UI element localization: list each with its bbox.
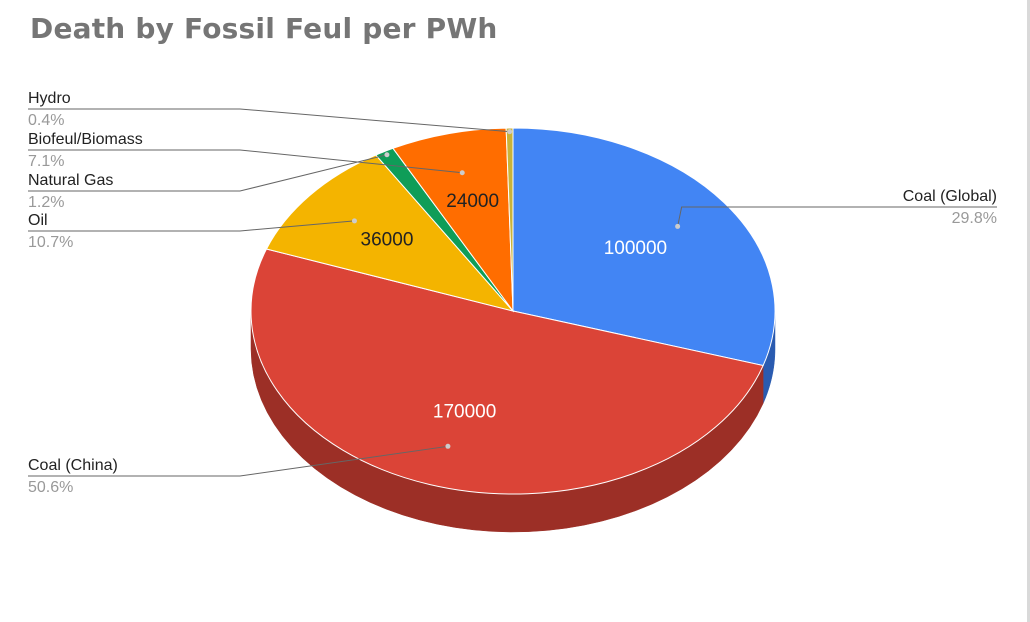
leader-line <box>28 149 463 174</box>
callout-category-label: Coal (China) <box>28 457 118 474</box>
leader-line <box>28 154 388 192</box>
slice-value-label: 100000 <box>604 238 667 259</box>
callout-percent-label: 29.8% <box>952 210 997 227</box>
callout-percent-label: 1.2% <box>28 194 64 211</box>
leader-line <box>28 220 355 232</box>
callout-percent-label: 0.4% <box>28 112 64 129</box>
callout-percent-label: 10.7% <box>28 234 73 251</box>
slice-value-labels: 100000 170000 36000 24000 <box>361 191 668 423</box>
page-border <box>1027 0 1030 622</box>
leader-dot <box>351 218 357 224</box>
chart-title: Death by Fossil Feul per PWh <box>30 12 498 45</box>
slice-value-label: 36000 <box>361 229 414 250</box>
callout-category-label: Natural Gas <box>28 172 113 189</box>
leader-dot <box>675 223 681 229</box>
pie-slice-hydro[interactable] <box>505 127 514 312</box>
callout-category-label: Oil <box>28 212 48 229</box>
callout-category-label: Hydro <box>28 90 71 107</box>
pie-slices <box>250 127 776 495</box>
leader-line <box>28 108 510 133</box>
callout-category-label: Coal (Global) <box>903 188 997 205</box>
leader-dot <box>445 443 451 449</box>
leader-dot <box>507 129 513 135</box>
slice-value-label: 170000 <box>433 402 496 423</box>
leader-line <box>677 206 997 227</box>
pie-slice-coal-china-[interactable] <box>250 248 764 495</box>
leader-line <box>28 445 448 477</box>
slice-value-label: 24000 <box>446 191 499 212</box>
callout-labels: Coal (Global) 29.8% Coal (China) 50.6% Oil 10… <box>28 90 997 496</box>
pie-slice-biofeul-biomass[interactable] <box>392 127 514 313</box>
callout-percent-label: 7.1% <box>28 153 64 170</box>
pie-slice-coal-global-[interactable] <box>512 127 776 367</box>
callout-percent-label: 50.6% <box>28 479 73 496</box>
leader-dot <box>384 152 390 158</box>
callout-category-label: Biofeul/Biomass <box>28 131 143 148</box>
leader-dot <box>459 170 465 176</box>
